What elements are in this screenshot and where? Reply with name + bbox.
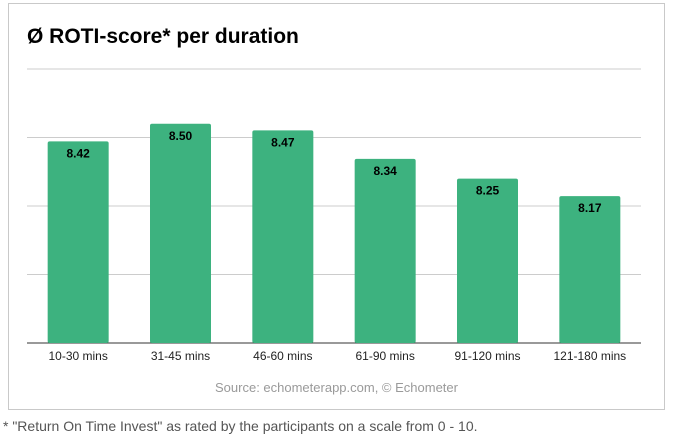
x-tick-label: 31-45 mins — [151, 349, 210, 363]
bar — [252, 130, 314, 343]
chart-frame: Ø ROTI-score* per duration 8.42 10-30 min… — [8, 3, 665, 410]
bar-chart: 8.42 10-30 mins 8.50 31-45 mins 8.47 46-60 mi… — [27, 68, 641, 363]
bar — [354, 158, 416, 343]
x-tick-label: 61-90 mins — [355, 349, 414, 363]
bar-value-label: 8.34 — [373, 164, 397, 178]
x-tick-label: 46-60 mins — [253, 349, 312, 363]
bar-value-label: 8.50 — [169, 129, 193, 143]
x-tick-label: 91-120 mins — [454, 349, 520, 363]
bar — [457, 178, 518, 343]
bar — [150, 123, 211, 343]
chart-title: Ø ROTI-score* per duration — [27, 25, 299, 48]
x-tick-label: 121-180 mins — [553, 349, 626, 363]
bar-value-label: 8.17 — [578, 201, 602, 215]
bar-value-label: 8.25 — [476, 184, 500, 198]
bar — [47, 141, 109, 343]
footnote: * "Return On Time Invest" as rated by th… — [3, 418, 478, 434]
bar-value-label: 8.42 — [66, 146, 90, 160]
bar — [559, 196, 621, 343]
chart-source: Source: echometerapp.com, © Echometer — [215, 380, 458, 395]
bar-value-label: 8.47 — [271, 135, 295, 149]
x-tick-label: 10-30 mins — [48, 349, 107, 363]
